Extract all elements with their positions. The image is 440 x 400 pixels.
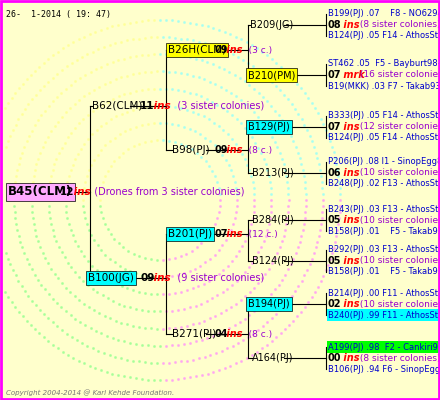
Text: 12: 12 — [60, 187, 74, 197]
Text: B333(PJ) .05 F14 - AthosSt80R: B333(PJ) .05 F14 - AthosSt80R — [328, 112, 440, 120]
Text: (8 c.): (8 c.) — [240, 330, 272, 338]
Text: B201(PJ): B201(PJ) — [168, 229, 212, 239]
Text: ins: ins — [340, 122, 359, 132]
Text: (8 sister colonies): (8 sister colonies) — [357, 354, 440, 362]
Text: (10 sister colonies): (10 sister colonies) — [357, 216, 440, 224]
Text: 06: 06 — [328, 168, 341, 178]
Text: 09: 09 — [214, 45, 227, 55]
Text: (9 sister colonies): (9 sister colonies) — [168, 273, 264, 283]
Text: B129(PJ): B129(PJ) — [248, 122, 290, 132]
Text: B124(PJ) .05 F14 - AthosSt80R: B124(PJ) .05 F14 - AthosSt80R — [328, 32, 440, 40]
Text: (3 sister colonies): (3 sister colonies) — [168, 101, 264, 111]
Text: B284(PJ): B284(PJ) — [252, 215, 294, 225]
Text: 09: 09 — [140, 273, 154, 283]
Text: (12 sister colonies): (12 sister colonies) — [357, 122, 440, 132]
Text: ins: ins — [340, 215, 359, 225]
Text: B19(MKK) .03 F7 - Takab93aR: B19(MKK) .03 F7 - Takab93aR — [328, 82, 440, 90]
Text: ins: ins — [224, 145, 243, 155]
Text: B199(PJ) .07    F8 - NO6294R: B199(PJ) .07 F8 - NO6294R — [328, 10, 440, 18]
Text: ins: ins — [224, 45, 243, 55]
Text: ins: ins — [224, 329, 243, 339]
Text: B26H(CLM): B26H(CLM) — [168, 45, 226, 55]
Text: P206(PJ) .08 l1 - SinopEgg86R: P206(PJ) .08 l1 - SinopEgg86R — [328, 158, 440, 166]
Text: (10 sister colonies): (10 sister colonies) — [357, 256, 440, 266]
Text: 26-  1-2014 ( 19: 47): 26- 1-2014 ( 19: 47) — [6, 10, 111, 19]
Text: A199(PJ) .98  F2 - Cankiri97Q: A199(PJ) .98 F2 - Cankiri97Q — [328, 342, 440, 352]
Text: B248(PJ) .02 F13 - AthosSt80R: B248(PJ) .02 F13 - AthosSt80R — [328, 180, 440, 188]
Text: B194(PJ): B194(PJ) — [248, 299, 290, 309]
Text: ins: ins — [224, 229, 243, 239]
Text: 05: 05 — [328, 215, 341, 225]
Text: ins: ins — [340, 20, 359, 30]
Text: ST462 .05  F5 - Bayburt98-3R: ST462 .05 F5 - Bayburt98-3R — [328, 60, 440, 68]
Text: ins: ins — [340, 168, 359, 178]
Text: ins: ins — [150, 273, 171, 283]
Text: (8 sister colonies): (8 sister colonies) — [357, 20, 440, 30]
Text: 07: 07 — [328, 70, 341, 80]
Text: B98(PJ): B98(PJ) — [172, 145, 209, 155]
Text: ins: ins — [340, 256, 359, 266]
Text: (8 c.): (8 c.) — [240, 146, 272, 154]
Text: (16 sister colonies): (16 sister colonies) — [357, 70, 440, 80]
Text: 08: 08 — [328, 20, 341, 30]
Text: (10 sister colonies): (10 sister colonies) — [357, 168, 440, 178]
Text: B100(JG): B100(JG) — [88, 273, 134, 283]
Text: B106(PJ) .94 F6 - SinopEgg86R: B106(PJ) .94 F6 - SinopEgg86R — [328, 364, 440, 374]
Text: 04: 04 — [214, 329, 227, 339]
Text: 02: 02 — [328, 299, 341, 309]
Text: B45(CLM): B45(CLM) — [8, 186, 72, 198]
Text: B158(PJ) .01    F5 - Takab93R: B158(PJ) .01 F5 - Takab93R — [328, 226, 440, 236]
Text: (Drones from 3 sister colonies): (Drones from 3 sister colonies) — [88, 187, 245, 197]
Text: B210(PM): B210(PM) — [248, 70, 295, 80]
Text: (12 c.): (12 c.) — [240, 230, 278, 238]
Text: 05: 05 — [328, 256, 341, 266]
Text: B271(PJ): B271(PJ) — [172, 329, 216, 339]
Text: 00: 00 — [328, 353, 341, 363]
Text: ins: ins — [340, 299, 359, 309]
Text: (3 c.): (3 c.) — [240, 46, 272, 54]
Text: 09: 09 — [214, 145, 227, 155]
Text: B209(JG): B209(JG) — [250, 20, 293, 30]
Text: B240(PJ) .99 F11 - AthosSt80R: B240(PJ) .99 F11 - AthosSt80R — [328, 310, 440, 320]
Text: (10 sister colonies): (10 sister colonies) — [357, 300, 440, 308]
Text: B243(PJ) .03 F13 - AthosSt80R: B243(PJ) .03 F13 - AthosSt80R — [328, 204, 440, 214]
Text: B213(PJ): B213(PJ) — [252, 168, 294, 178]
Text: B124(PJ) .05 F14 - AthosSt80R: B124(PJ) .05 F14 - AthosSt80R — [328, 134, 440, 142]
Text: B158(PJ) .01    F5 - Takab93R: B158(PJ) .01 F5 - Takab93R — [328, 268, 440, 276]
Text: mrk: mrk — [340, 70, 365, 80]
Text: ins: ins — [150, 101, 171, 111]
Text: 07: 07 — [328, 122, 341, 132]
Text: 11: 11 — [140, 101, 154, 111]
Text: B124(PJ): B124(PJ) — [252, 256, 294, 266]
Text: B214(PJ) .00 F11 - AthosSt80R: B214(PJ) .00 F11 - AthosSt80R — [328, 288, 440, 298]
Text: B292(PJ) .03 F13 - AthosSt80R: B292(PJ) .03 F13 - AthosSt80R — [328, 246, 440, 254]
Text: B62(CLM): B62(CLM) — [92, 101, 143, 111]
Text: ins: ins — [70, 187, 91, 197]
Text: A164(PJ): A164(PJ) — [252, 353, 293, 363]
Text: ins: ins — [340, 353, 359, 363]
Text: 07: 07 — [214, 229, 227, 239]
Text: Copyright 2004-2014 @ Karl Kehde Foundation.: Copyright 2004-2014 @ Karl Kehde Foundat… — [6, 389, 174, 396]
